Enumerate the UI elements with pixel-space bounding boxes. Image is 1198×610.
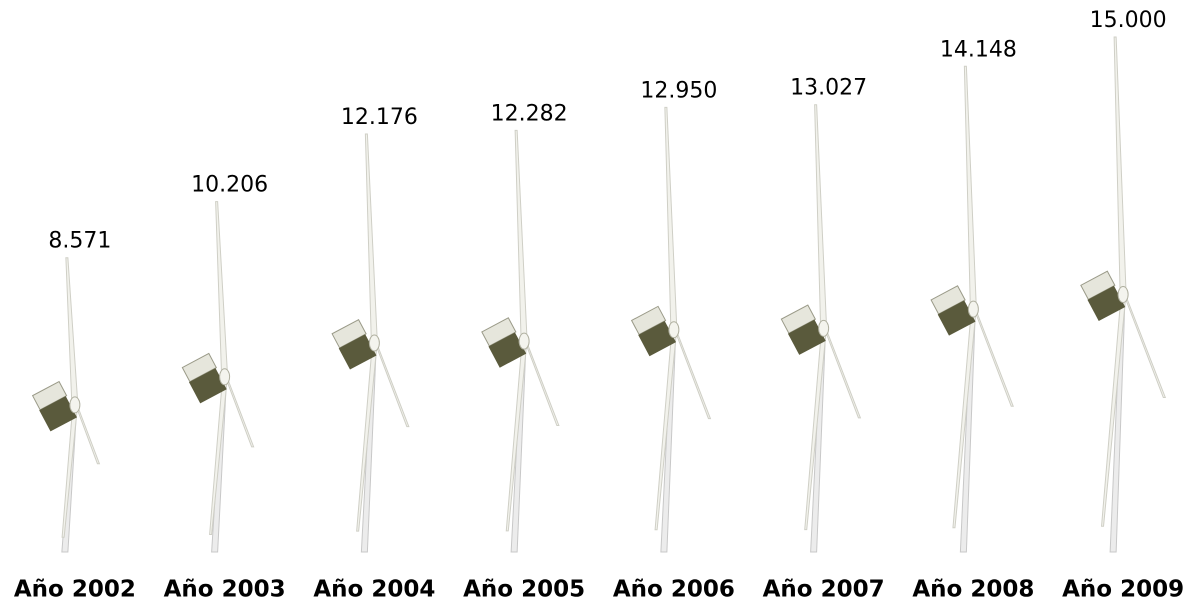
category-label: Año 2003 <box>164 577 286 603</box>
hub <box>368 334 380 352</box>
blade <box>963 65 977 310</box>
value-label: 8.571 <box>48 229 111 254</box>
blade <box>523 338 560 426</box>
blade <box>664 106 678 331</box>
value-label: 13.027 <box>790 76 867 101</box>
category-label: Año 2007 <box>763 577 885 603</box>
blade <box>514 129 528 342</box>
hub <box>69 396 81 414</box>
blade <box>215 201 229 378</box>
nacelle <box>39 396 77 432</box>
value-label: 12.176 <box>341 105 418 130</box>
blade <box>74 402 101 465</box>
nacelle-top <box>630 305 667 336</box>
value-label: 10.206 <box>191 173 268 198</box>
nacelle <box>937 300 976 336</box>
category-label: Año 2002 <box>14 577 136 603</box>
turbine <box>481 129 560 553</box>
hub <box>219 368 231 386</box>
turbine <box>331 133 410 553</box>
category-label: Año 2005 <box>463 577 585 603</box>
blade <box>673 327 712 420</box>
category-label: Año 2008 <box>912 577 1034 603</box>
nacelle <box>488 332 527 368</box>
blade <box>1113 36 1127 295</box>
value-label: 12.282 <box>491 101 568 126</box>
blade <box>224 374 255 448</box>
turbine <box>780 104 862 553</box>
hub <box>668 321 680 339</box>
blade <box>823 326 862 419</box>
hub <box>967 300 979 318</box>
blade <box>65 257 79 406</box>
category-label: Año 2009 <box>1062 577 1184 603</box>
blade <box>1122 292 1167 398</box>
hub <box>518 332 530 350</box>
nacelle <box>787 319 826 355</box>
category-label: Año 2006 <box>613 577 735 603</box>
nacelle <box>188 368 227 404</box>
turbine <box>930 65 1014 553</box>
value-label: 12.950 <box>640 78 717 103</box>
nacelle-top <box>930 285 966 315</box>
hub <box>1117 286 1129 303</box>
category-label: Año 2004 <box>313 577 435 603</box>
value-label: 14.148 <box>940 37 1017 62</box>
blade <box>814 104 828 329</box>
nacelle-top <box>1080 270 1116 301</box>
value-label: 15.000 <box>1090 8 1167 33</box>
blade <box>373 340 410 428</box>
turbine <box>1080 36 1167 553</box>
turbine <box>181 201 255 553</box>
hub <box>818 319 830 337</box>
nacelle <box>638 320 676 357</box>
blade <box>364 133 378 344</box>
nacelle <box>338 334 377 370</box>
turbine <box>630 106 712 553</box>
turbine <box>31 257 101 553</box>
blade <box>972 306 1014 407</box>
nacelle <box>1087 285 1126 322</box>
nacelle-top <box>780 304 817 334</box>
